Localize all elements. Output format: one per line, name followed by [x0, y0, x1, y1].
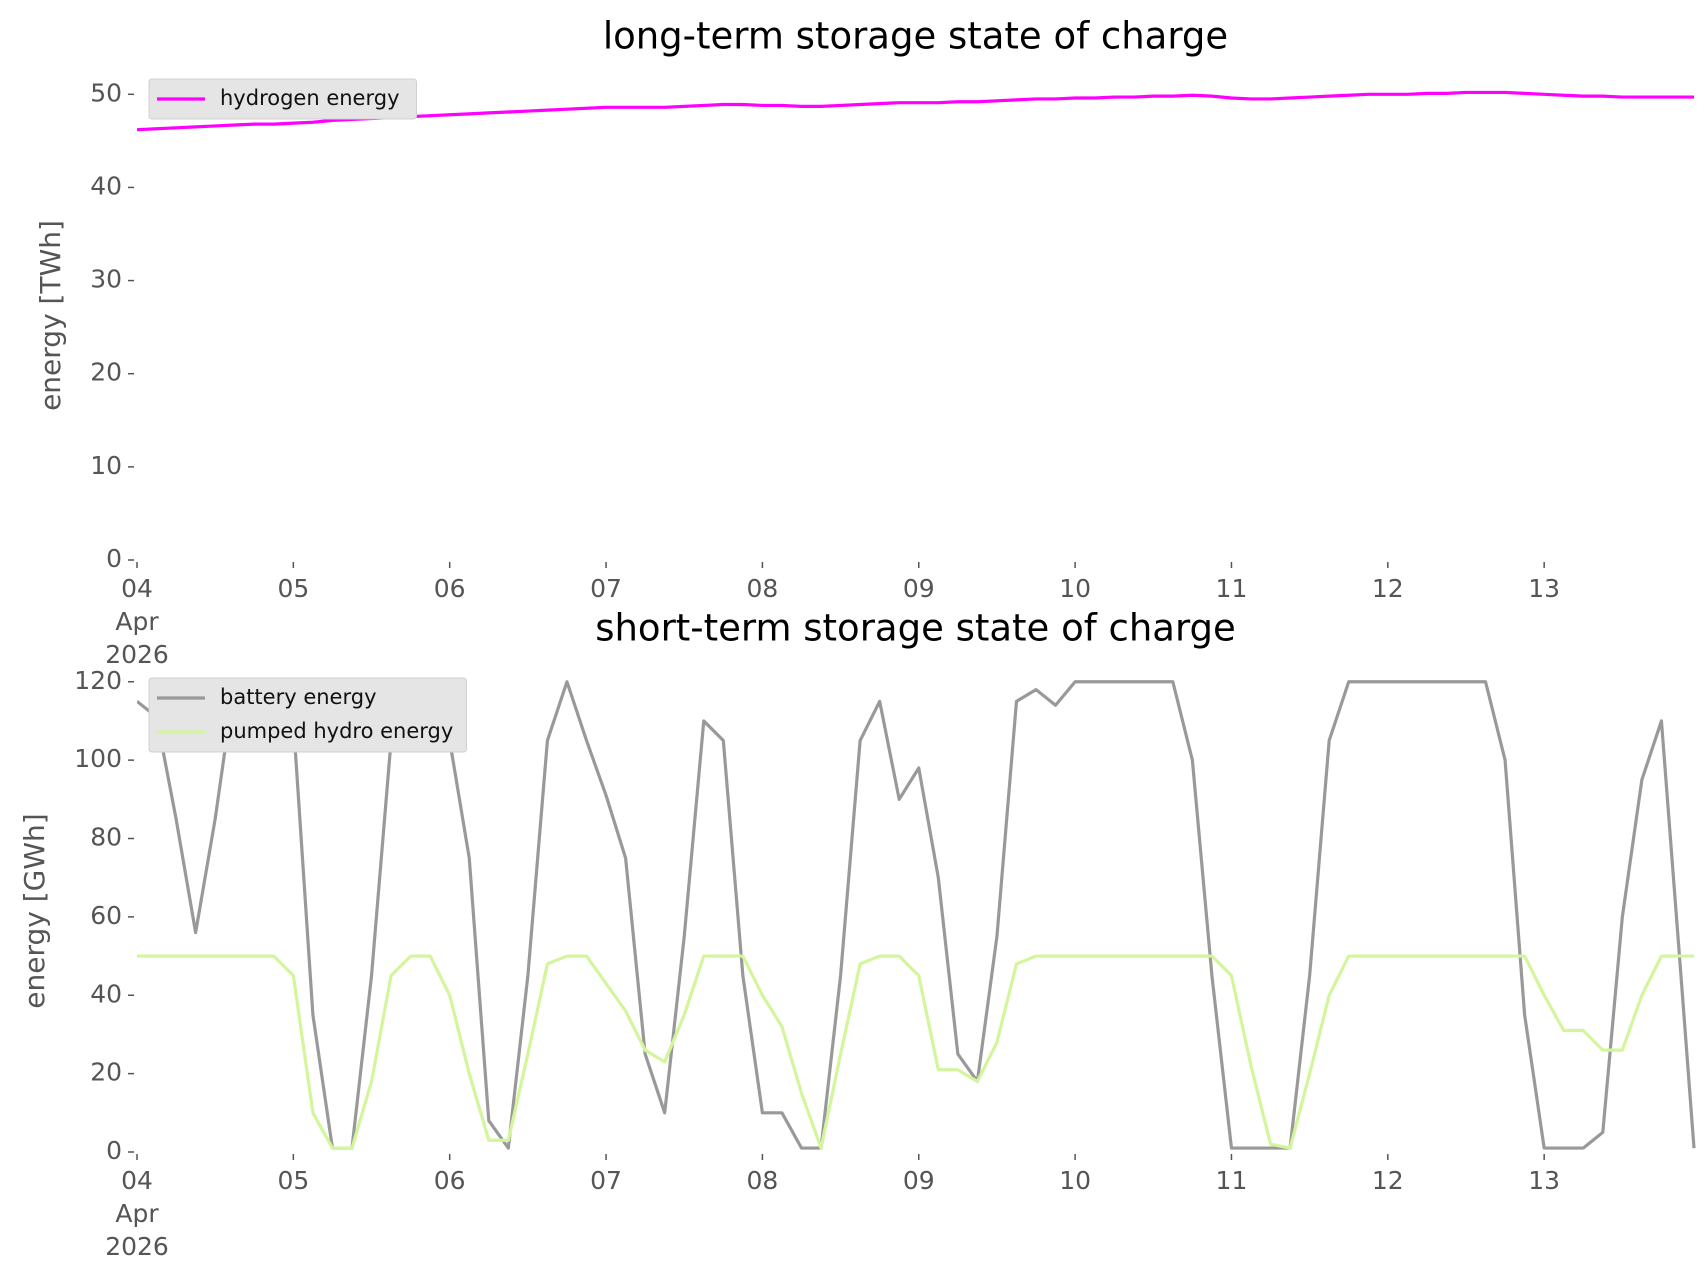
- y-tick-label: 20: [90, 358, 122, 387]
- legend-label: battery energy: [220, 685, 377, 709]
- line-series: [137, 954, 1694, 1150]
- legend-box: [148, 677, 467, 753]
- x-tick-label: 07: [590, 574, 622, 603]
- x-tick-label: 11: [1216, 574, 1248, 603]
- legend-box: [148, 78, 417, 120]
- y-tick-label: 60: [90, 901, 122, 930]
- x-tick-label: 09: [903, 1166, 935, 1195]
- x-tick-label: 10: [1059, 1166, 1091, 1195]
- y-axis-label: energy [TWh]: [34, 220, 67, 411]
- x-tick-label: 05: [277, 574, 309, 603]
- chart-title: long-term storage state of charge: [603, 15, 1228, 58]
- x-tick-label: 04 Apr 2026: [105, 1166, 169, 1261]
- x-tick-label: 08: [746, 574, 778, 603]
- y-tick-label: 100: [74, 744, 122, 773]
- y-tick-label: 50: [90, 78, 122, 107]
- y-tick-label: 120: [74, 666, 122, 695]
- y-tick-label: 30: [90, 265, 122, 294]
- x-tick-label: 08: [746, 1166, 778, 1195]
- x-tick-label: 11: [1216, 1166, 1248, 1195]
- y-axis-label: energy [GWh]: [18, 813, 51, 1008]
- x-tick-label: 13: [1528, 1166, 1560, 1195]
- x-tick-label: 12: [1372, 1166, 1404, 1195]
- x-tick-label: 04 Apr 2026: [105, 574, 169, 669]
- chart-title: short-term storage state of charge: [595, 607, 1236, 650]
- y-tick-label: 80: [90, 823, 122, 852]
- legend-label: pumped hydro energy: [220, 719, 453, 743]
- y-tick-label: 40: [90, 171, 122, 200]
- x-tick-label: 10: [1059, 574, 1091, 603]
- y-tick-label: 0: [106, 1136, 122, 1165]
- y-tick-label: 0: [106, 544, 122, 573]
- x-tick-label: 12: [1372, 574, 1404, 603]
- x-tick-label: 07: [590, 1166, 622, 1195]
- x-tick-label: 09: [903, 574, 935, 603]
- y-tick-label: 40: [90, 979, 122, 1008]
- x-tick-label: 06: [434, 1166, 466, 1195]
- y-tick-label: 10: [90, 451, 122, 480]
- x-tick-label: 05: [277, 1166, 309, 1195]
- legend-label: hydrogen energy: [220, 86, 400, 110]
- x-tick-label: 06: [434, 574, 466, 603]
- y-tick-label: 20: [90, 1058, 122, 1087]
- x-tick-label: 13: [1528, 574, 1560, 603]
